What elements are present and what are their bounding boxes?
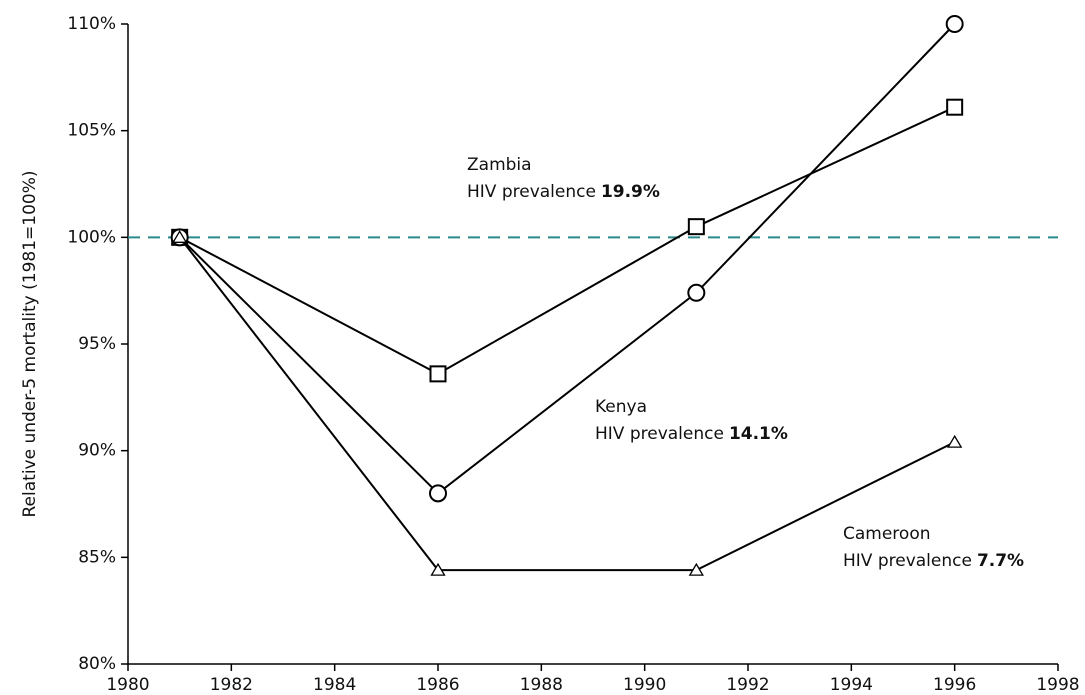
y-tick-label: 110% xyxy=(67,14,116,34)
y-axis-label: Relative under-5 mortality (1981=100%) xyxy=(20,171,40,518)
series-line xyxy=(179,106,956,376)
x-tick-label: 1988 xyxy=(520,675,563,695)
x-tick-label: 1994 xyxy=(830,675,873,695)
y-tick-label: 85% xyxy=(78,547,116,567)
x-tick-label: 1982 xyxy=(210,675,253,695)
y-tick-label: 105% xyxy=(67,121,116,141)
annotation-name: Cameroon xyxy=(843,524,931,544)
marker xyxy=(946,98,964,116)
annotation-note: HIV prevalence xyxy=(467,182,596,202)
x-tick-label: 1992 xyxy=(726,675,769,695)
annotation-text: HIV prevalence 14.1% xyxy=(595,424,788,444)
marker xyxy=(429,365,447,383)
annotation-note: HIV prevalence xyxy=(843,551,972,571)
x-tick-label: 1996 xyxy=(933,675,976,695)
y-tick-label: 80% xyxy=(78,654,116,674)
annotation-name: Kenya xyxy=(595,397,647,417)
marker xyxy=(429,484,447,503)
series-line xyxy=(178,23,956,495)
marker xyxy=(945,15,964,33)
marker xyxy=(172,230,188,243)
annotation-value: 7.7% xyxy=(977,551,1024,571)
annotation-value: 14.1% xyxy=(729,424,788,444)
x-tick-label: 1998 xyxy=(1036,675,1079,695)
x-tick-label: 1990 xyxy=(623,675,666,695)
annotation-name: Zambia xyxy=(467,155,532,175)
marker xyxy=(687,218,705,236)
y-tick-label: 90% xyxy=(78,441,116,461)
annotation-value: 19.9% xyxy=(601,182,660,202)
annotation-text: HIV prevalence 7.7% xyxy=(843,551,1024,571)
y-tick-label: 100% xyxy=(67,227,116,247)
marker xyxy=(430,562,446,576)
y-tick-label: 95% xyxy=(78,334,116,354)
x-tick-label: 1986 xyxy=(416,675,459,695)
marker xyxy=(687,283,706,302)
x-tick-label: 1980 xyxy=(106,675,149,695)
annotation-note: HIV prevalence xyxy=(595,424,724,444)
annotation-text: HIV prevalence 19.9% xyxy=(467,182,660,202)
series-line xyxy=(178,236,956,572)
marker xyxy=(688,562,704,576)
marker xyxy=(947,434,963,448)
x-tick-label: 1984 xyxy=(313,675,356,695)
